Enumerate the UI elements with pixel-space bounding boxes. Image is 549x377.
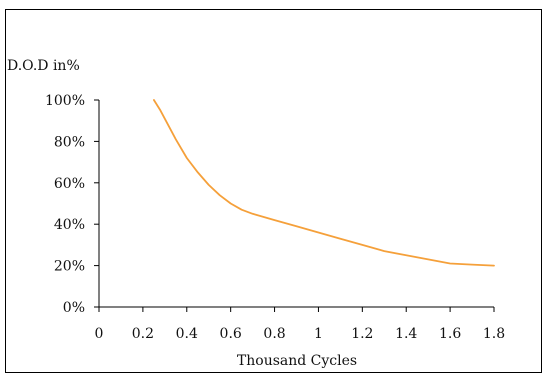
y-axis: 0% 20% 40% 60% 80% 100% [45, 93, 100, 316]
y-tick-label: 0% [63, 300, 85, 316]
x-tick-label: 0.6 [220, 326, 242, 342]
x-tick-label: 0.4 [176, 326, 198, 342]
x-tick-label: 1.6 [439, 326, 461, 342]
y-tick-label: 80% [54, 134, 85, 150]
x-tick-label: 0.2 [132, 326, 154, 342]
y-tick-label: 60% [54, 176, 85, 192]
chart-frame [5, 9, 542, 373]
x-tick-label: 1.8 [483, 326, 505, 342]
x-axis-label: Thousand Cycles [237, 353, 357, 369]
x-tick-label: 0.8 [263, 326, 285, 342]
x-tick-label: 1.2 [351, 326, 373, 342]
x-tick-label: 1.4 [395, 326, 417, 342]
y-tick-label: 40% [54, 217, 85, 233]
y-axis-label: D.O.D in% [7, 58, 80, 74]
series-line [152, 99, 495, 267]
x-tick-label: 1 [314, 326, 323, 342]
y-tick-label: 20% [54, 259, 85, 275]
x-tick-label: 0 [95, 326, 104, 342]
x-axis: 0 0.2 0.4 0.6 0.8 1 1.2 1.4 1.6 1.8 [95, 306, 505, 342]
y-tick-label: 100% [45, 93, 85, 109]
series-layer [152, 99, 495, 267]
